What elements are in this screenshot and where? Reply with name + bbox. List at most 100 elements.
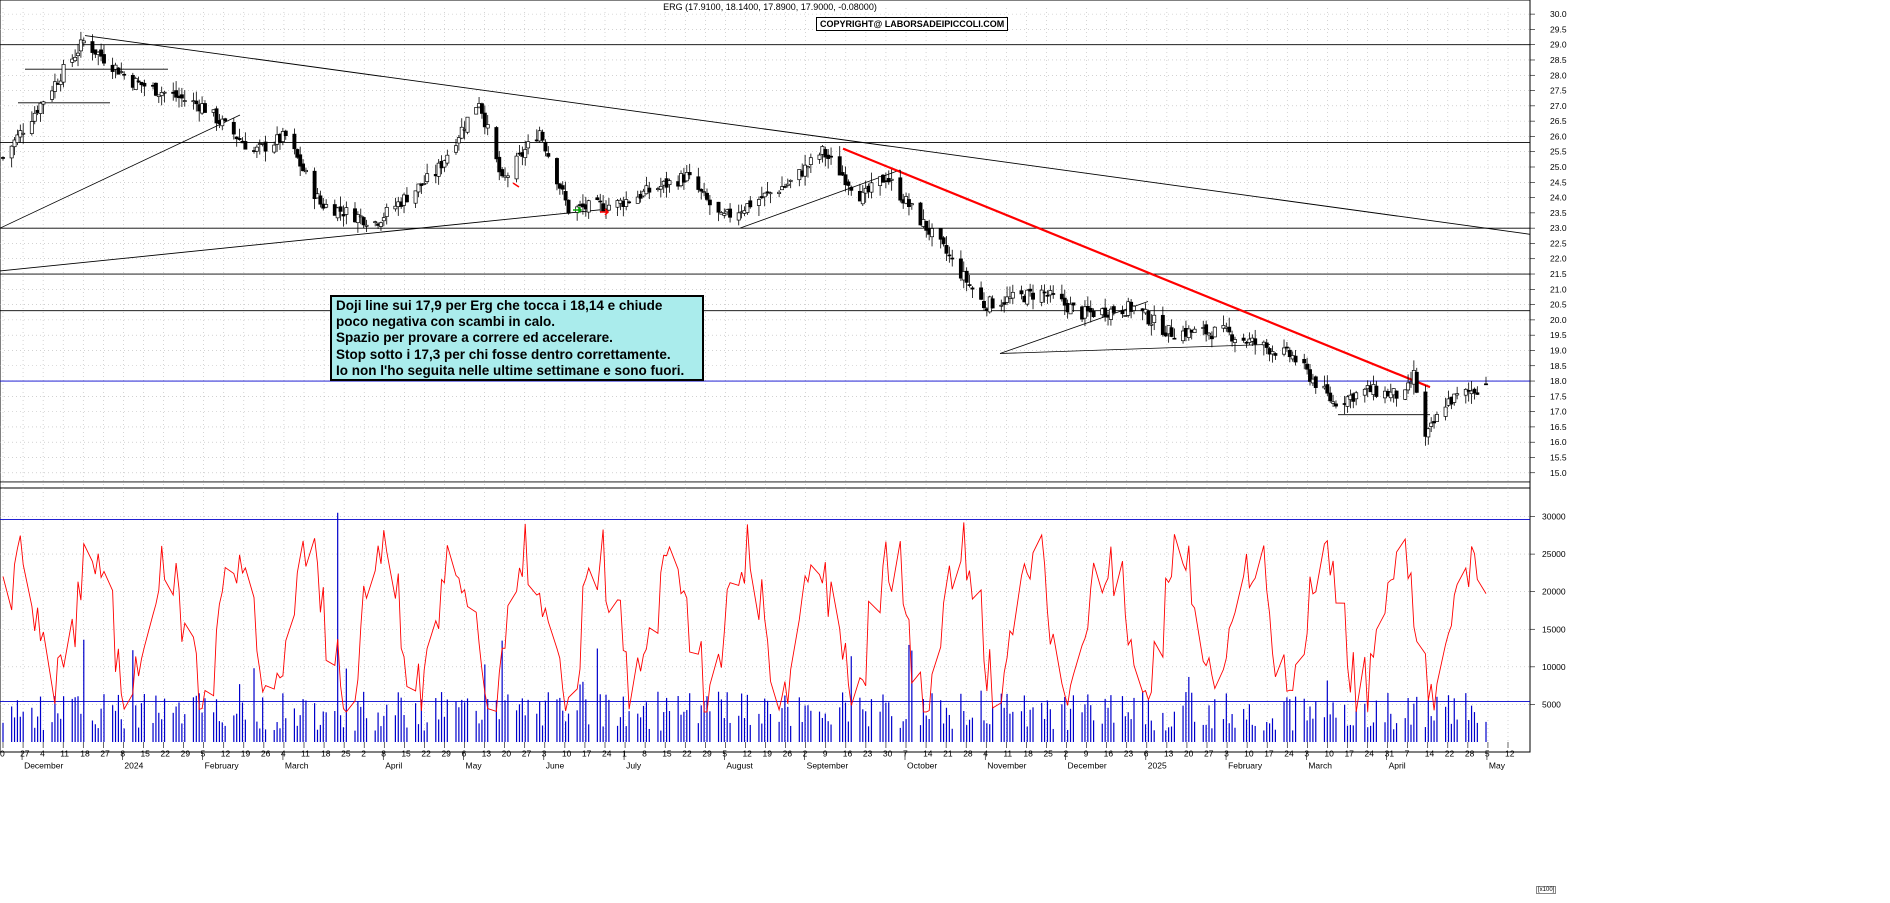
candle-body	[1423, 391, 1428, 437]
candle-body	[280, 131, 285, 142]
candle-body	[456, 137, 461, 144]
candle-body	[1, 157, 5, 159]
candle-body	[78, 39, 83, 52]
candle-body	[1160, 314, 1165, 335]
candle-body	[379, 222, 383, 227]
candle-body	[454, 145, 458, 153]
volume-tick-label: 25000	[1542, 549, 1566, 559]
candle-body	[1284, 346, 1289, 349]
candle-body	[234, 136, 239, 140]
price-tick-label: 19.5	[1550, 330, 1567, 340]
candle-body	[785, 183, 790, 186]
candle-body	[1432, 421, 1437, 424]
candle-body	[722, 213, 727, 216]
candle-body	[1305, 363, 1310, 370]
price-tick-label: 23.5	[1550, 208, 1567, 218]
price-tick-label: 30.0	[1550, 9, 1567, 19]
x-tick-label: 24	[1365, 748, 1375, 758]
candle-body	[982, 300, 986, 309]
x-tick-label: 11	[60, 748, 69, 758]
candle-body	[52, 81, 57, 92]
candle-body	[1435, 414, 1439, 422]
x-tick-label: 27	[20, 748, 30, 758]
candle-body	[1005, 296, 1010, 303]
x-tick-label: 27	[1204, 748, 1214, 758]
x-tick-label: 19	[763, 748, 773, 758]
candle-body	[1241, 337, 1246, 341]
candle-body	[1152, 314, 1157, 323]
candle-body	[543, 141, 548, 152]
candle-body	[1025, 289, 1030, 305]
candle-body	[687, 172, 692, 176]
candle-body	[762, 192, 767, 198]
month-label: March	[1308, 760, 1332, 770]
month-label: December	[1068, 760, 1107, 770]
month-label: February	[1228, 760, 1263, 770]
month-label: August	[726, 760, 753, 770]
x-tick-label: 2	[361, 748, 366, 758]
x-tick-label: 24	[602, 748, 612, 758]
candle-body	[759, 196, 764, 199]
x-tick-label: 18	[80, 748, 90, 758]
candle-body	[393, 205, 398, 210]
candle-body	[335, 207, 340, 219]
candle-body	[1204, 324, 1209, 335]
candle-body	[1002, 302, 1007, 305]
candle-body	[546, 153, 551, 157]
candle-body	[803, 164, 808, 177]
candle-body	[736, 212, 741, 221]
november-base-line	[999, 343, 1271, 354]
candle-body	[1273, 353, 1278, 356]
month-label: November	[987, 760, 1026, 770]
candle-body	[881, 174, 885, 183]
candle-body	[1362, 388, 1367, 396]
candle-body	[555, 158, 559, 185]
candle-body	[272, 144, 277, 153]
candle-body	[907, 199, 911, 207]
candle-body	[1264, 342, 1269, 348]
candle-body	[1227, 326, 1232, 333]
x-tick-label: 28	[963, 748, 973, 758]
candle-body	[1443, 406, 1448, 417]
candle-body	[667, 180, 672, 186]
x-tick-label: 26	[261, 748, 271, 758]
candle-body	[283, 130, 288, 136]
price-tick-label: 19.0	[1550, 345, 1567, 355]
month-label: September	[807, 760, 849, 770]
candle-body	[748, 200, 753, 208]
candle-body	[1039, 289, 1044, 303]
sell-signal-arrow	[600, 208, 610, 216]
candle-body	[1149, 323, 1154, 326]
candle-body	[303, 169, 308, 173]
x-tick-label: 3	[1224, 748, 1229, 758]
candle-body	[860, 191, 865, 205]
x-tick-label: 6	[1144, 748, 1149, 758]
candle-body	[560, 185, 565, 190]
x-tick-label: 16	[843, 748, 853, 758]
candle-body	[635, 196, 640, 204]
candle-body	[979, 287, 984, 300]
month-label: December	[24, 760, 63, 770]
august-channel-line	[739, 169, 901, 229]
x-tick-label: 10	[1244, 748, 1254, 758]
candle-body	[514, 155, 519, 180]
candle-body	[777, 191, 782, 194]
candle-body	[1472, 388, 1477, 394]
candle-body	[116, 67, 121, 75]
candle-body	[837, 156, 842, 176]
month-label: February	[205, 760, 240, 770]
x-tick-label: 27	[100, 748, 110, 758]
candle-body	[1111, 306, 1116, 313]
x-tick-label: 14	[1425, 748, 1435, 758]
candle-body	[566, 199, 571, 214]
candle-body	[73, 56, 78, 62]
volume-tick-label: 15000	[1542, 624, 1566, 634]
november-channel-line	[999, 301, 1149, 354]
price-tick-label: 15.0	[1550, 468, 1567, 478]
candle-body	[1230, 334, 1235, 342]
candle-body	[179, 94, 184, 99]
candle-body	[341, 214, 346, 217]
month-label: June	[546, 760, 565, 770]
x-tick-label: 9	[823, 748, 828, 758]
candle-body	[1010, 291, 1015, 299]
